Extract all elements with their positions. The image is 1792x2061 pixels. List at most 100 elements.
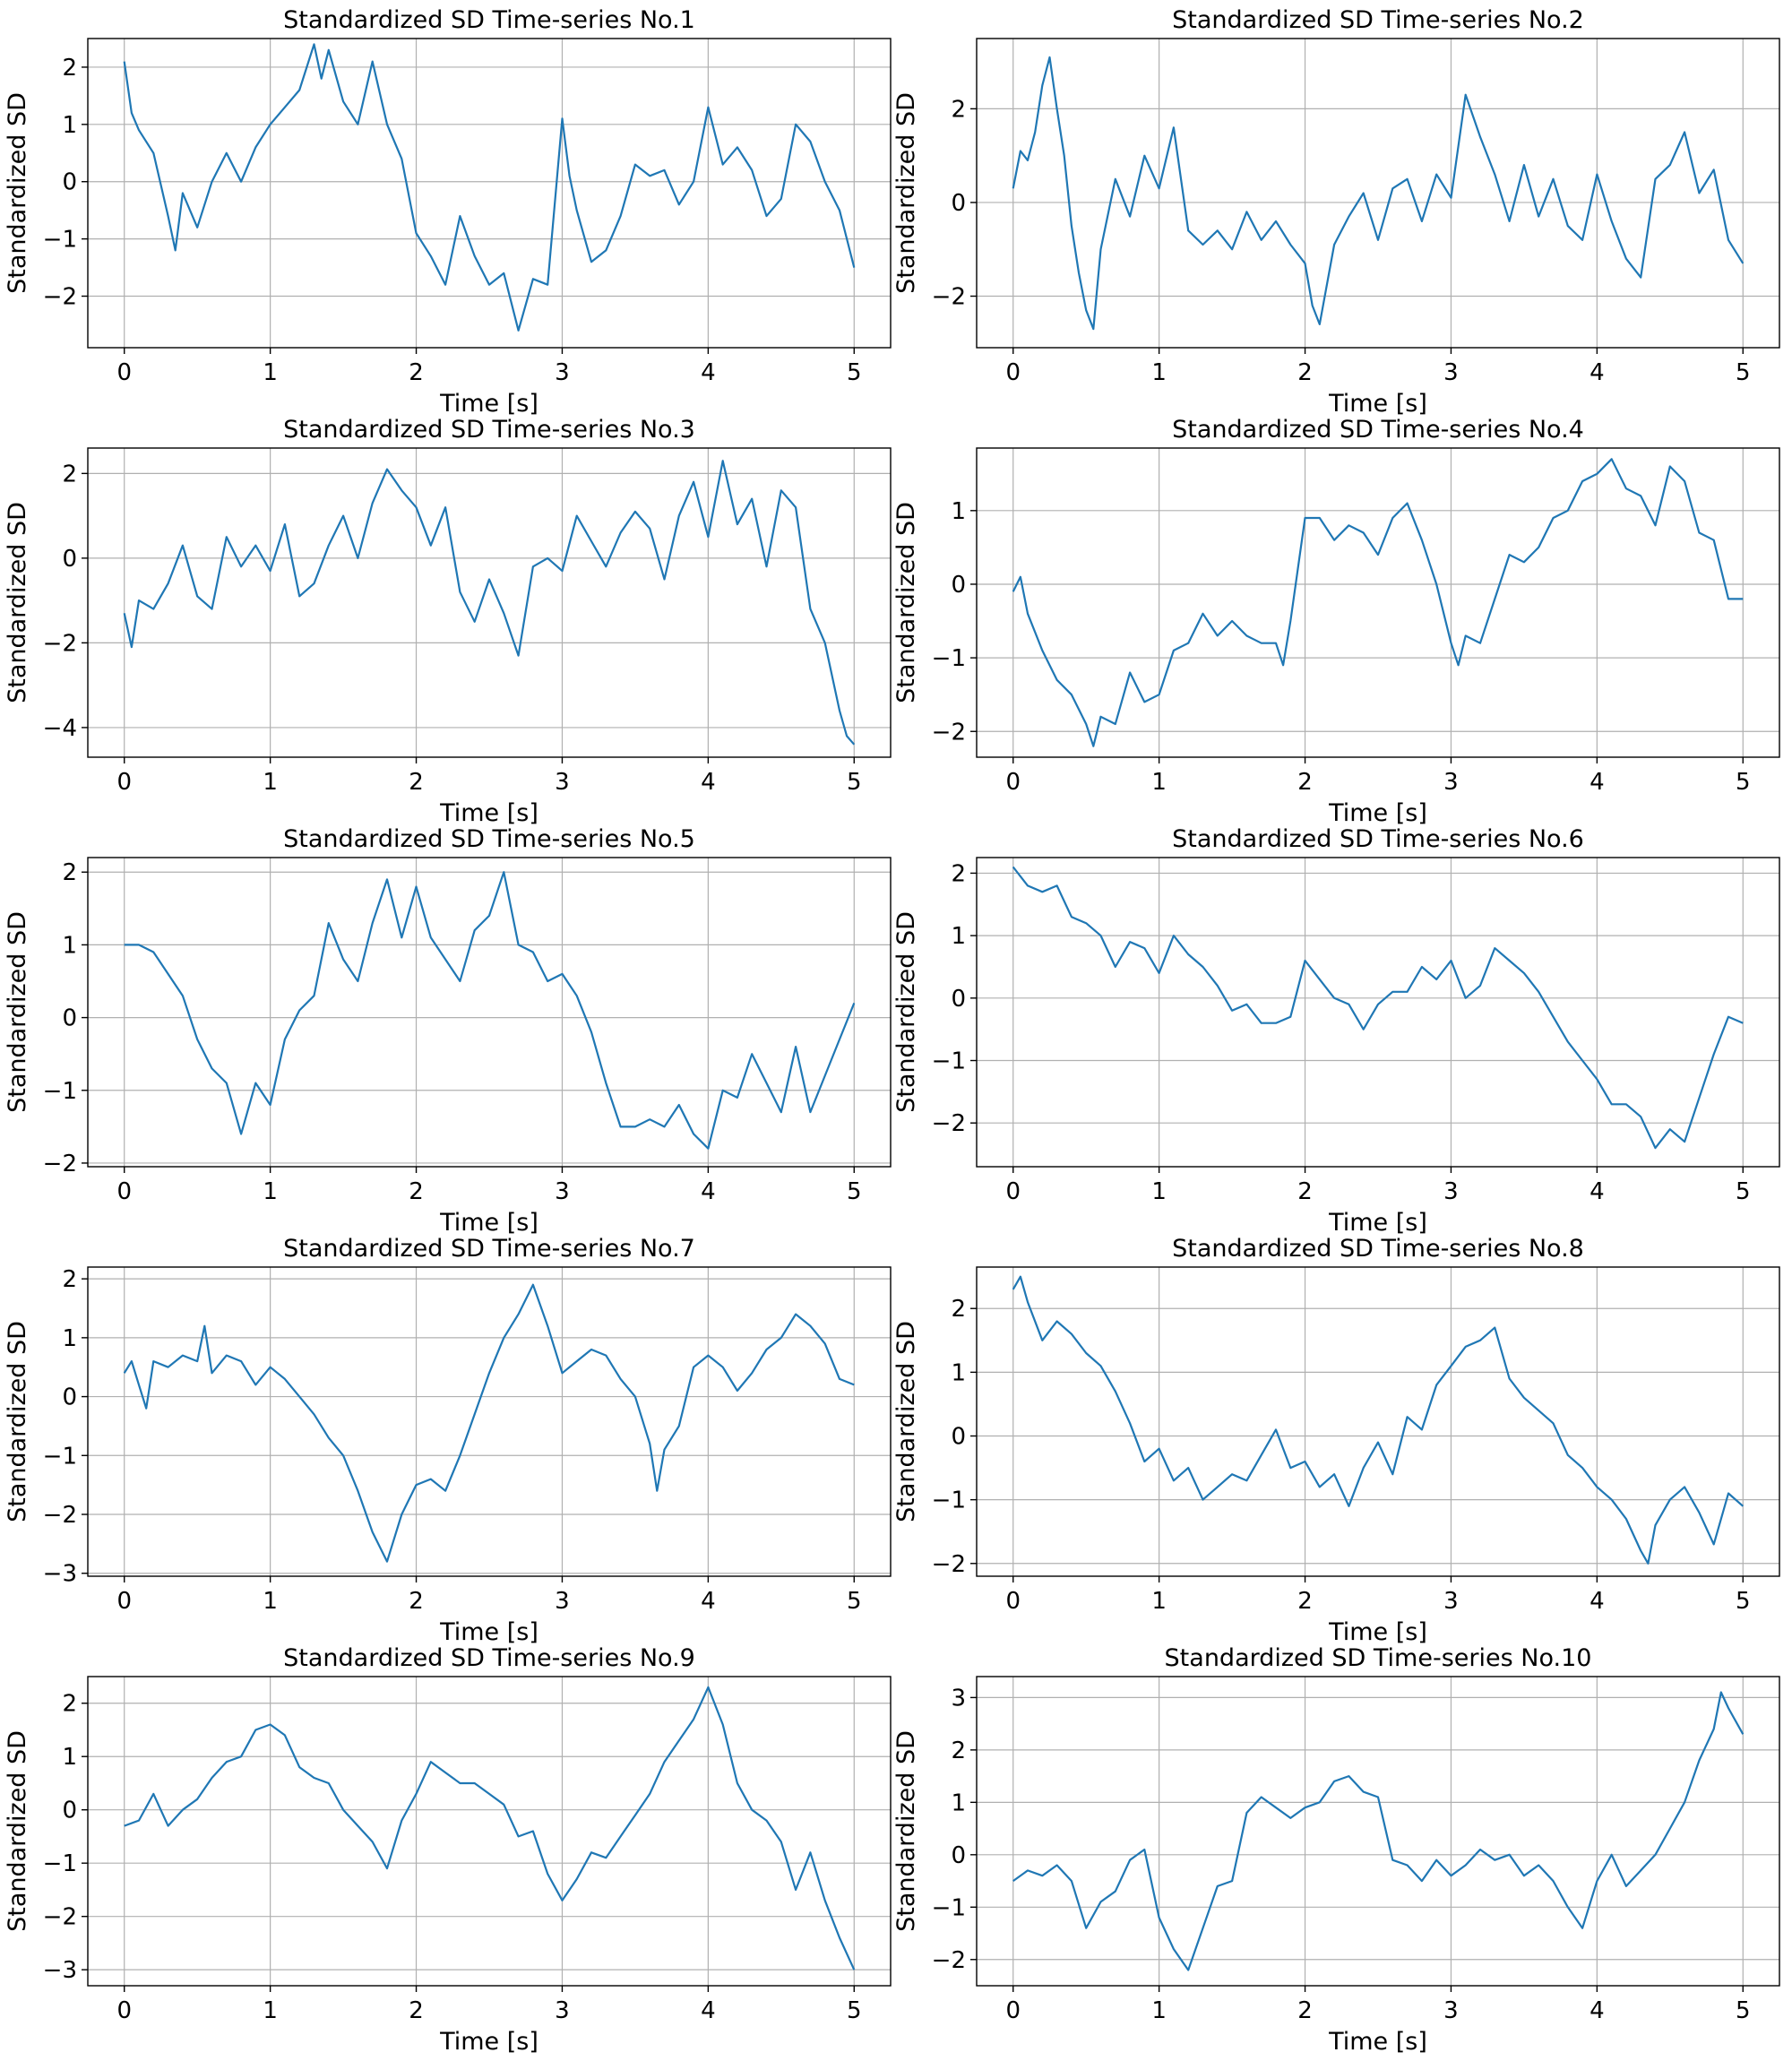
y-axis-label: Standardized SD	[892, 92, 920, 294]
y-tick-label: −2	[932, 284, 966, 311]
subplot-4: 0 1 2 3 4 5 −2 −1 0 1 Standardized SD Time-series …	[892, 416, 1780, 827]
y-tick-label: 0	[62, 169, 77, 196]
y-tick-label: 0	[62, 1005, 77, 1032]
y-tick-label: 2	[951, 1738, 966, 1764]
x-tick-label: 2	[1297, 359, 1313, 386]
x-tick-label: 1	[1151, 1997, 1167, 2024]
x-axis-label: Time [s]	[1328, 2028, 1427, 2056]
chart-title: Standardized SD Time-series No.3	[283, 416, 695, 444]
y-tick-label: 2	[62, 55, 77, 82]
y-tick-label: 2	[62, 859, 77, 886]
x-tick-label: 1	[263, 769, 278, 796]
y-tick-label: −2	[43, 1502, 77, 1529]
series-line	[1012, 56, 1745, 331]
x-tick-label: 0	[116, 1997, 132, 2024]
x-tick-label: 2	[1297, 1178, 1313, 1205]
x-tick-label: 3	[1443, 1997, 1459, 2024]
x-tick-label: 0	[116, 1178, 132, 1205]
x-tick-label: 4	[1590, 1178, 1605, 1205]
x-tick-label: 1	[1151, 1588, 1167, 1615]
x-tick-label: 0	[116, 769, 132, 796]
x-tick-label: 4	[1590, 1997, 1605, 2024]
y-tick-label: 2	[951, 1296, 966, 1323]
chart-title: Standardized SD Time-series No.5	[283, 825, 695, 853]
x-tick-label: 2	[1297, 769, 1313, 796]
x-tick-label: 4	[701, 1178, 716, 1205]
chart-title: Standardized SD Time-series No.4	[1172, 416, 1584, 444]
x-tick-label: 3	[555, 359, 570, 386]
y-axis-label: Standardized SD	[892, 911, 920, 1113]
y-axis-label: Standardized SD	[4, 92, 31, 294]
x-axis-label: Time [s]	[439, 1209, 538, 1237]
x-axis-label: Time [s]	[439, 2028, 538, 2056]
x-tick-label: 4	[1590, 769, 1605, 796]
y-tick-label: −1	[932, 645, 966, 672]
series-line	[1012, 1275, 1745, 1565]
y-tick-label: 0	[62, 1798, 77, 1824]
y-axis-label: Standardized SD	[892, 1321, 920, 1522]
y-tick-label: −1	[43, 227, 77, 254]
x-tick-label: 1	[263, 1178, 278, 1205]
x-tick-label: 4	[701, 769, 716, 796]
axes-frame	[976, 38, 1780, 349]
axes-frame	[976, 447, 1780, 758]
y-tick-label: 0	[62, 1384, 77, 1411]
x-tick-label: 2	[409, 1178, 424, 1205]
axes-frame	[976, 1266, 1780, 1577]
series-line	[123, 43, 856, 332]
series-line	[123, 1283, 855, 1563]
y-axis-label: Standardized SD	[4, 1730, 31, 1932]
subplot-7: 0 1 2 3 4 5 −3 −2 −1 0 1 2 Standardized SD Time-seri…	[4, 1235, 892, 1646]
series-line	[124, 1686, 856, 1970]
y-tick-label: 1	[951, 1359, 966, 1386]
x-tick-label: 1	[1151, 769, 1167, 796]
subplot-2: 0 1 2 3 4 5 −2 0 2 Standardized SD Time-series No…	[892, 6, 1780, 418]
y-tick-label: −2	[43, 630, 77, 657]
axes-frame	[87, 1676, 892, 1987]
series-line	[1012, 458, 1744, 747]
y-tick-label: 0	[951, 1424, 966, 1451]
y-tick-label: −1	[43, 1078, 77, 1105]
x-tick-label: 1	[263, 1588, 278, 1615]
y-axis-label: Standardized SD	[892, 502, 920, 703]
x-tick-label: 4	[701, 1997, 716, 2024]
x-tick-label: 2	[1297, 1997, 1313, 2024]
y-tick-label: −1	[932, 1894, 966, 1921]
axes-frame	[87, 1266, 892, 1577]
axes-frame	[87, 857, 892, 1168]
x-tick-label: 4	[1590, 359, 1605, 386]
series-line	[1012, 866, 1744, 1150]
y-tick-label: 0	[951, 986, 966, 1013]
subplot-10: 0 1 2 3 4 5 −2 −1 0 1 2 3 Standardized SD Time-serie…	[892, 1644, 1780, 2056]
chart-title: Standardized SD Time-series No.6	[1172, 825, 1584, 853]
x-tick-label: 5	[1736, 1588, 1751, 1615]
x-tick-label: 3	[555, 1997, 570, 2024]
axes-frame	[87, 38, 892, 349]
y-tick-label: 2	[62, 1266, 77, 1293]
y-tick-label: 0	[62, 546, 77, 573]
y-tick-label: 1	[951, 1789, 966, 1816]
chart-title: Standardized SD Time-series No.2	[1172, 6, 1584, 34]
axes-frame	[976, 1676, 1780, 1987]
subplot-1: 0 1 2 3 4 5 −2 −1 0 1 2 Standardized SD Time-series…	[4, 6, 892, 418]
y-axis-label: Standardized SD	[4, 1321, 31, 1522]
x-axis-label: Time [s]	[439, 799, 538, 827]
subplot-6: 0 1 2 3 4 5 −2 −1 0 1 2 Standardized SD Time-series…	[892, 825, 1780, 1237]
x-tick-label: 4	[701, 1588, 716, 1615]
x-tick-label: 3	[1443, 1588, 1459, 1615]
subplot-9: 0 1 2 3 4 5 −3 −2 −1 0 1 2 Standardized SD Time-seri…	[4, 1644, 892, 2056]
chart-title: Standardized SD Time-series No.10	[1165, 1644, 1592, 1672]
axes-frame	[976, 857, 1780, 1168]
x-tick-label: 5	[847, 1997, 862, 2024]
chart-title: Standardized SD Time-series No.8	[1172, 1235, 1584, 1263]
x-tick-label: 4	[1590, 1588, 1605, 1615]
x-tick-label: 3	[555, 769, 570, 796]
x-tick-label: 2	[409, 359, 424, 386]
y-tick-label: 1	[951, 923, 966, 950]
y-tick-label: −1	[932, 1488, 966, 1514]
y-axis-label: Standardized SD	[892, 1730, 920, 1932]
y-axis-label: Standardized SD	[4, 911, 31, 1113]
subplot-5: 0 1 2 3 4 5 −2 −1 0 1 2 Standardized SD Time-series…	[4, 825, 892, 1237]
x-tick-label: 5	[1736, 359, 1751, 386]
x-tick-label: 3	[1443, 769, 1459, 796]
